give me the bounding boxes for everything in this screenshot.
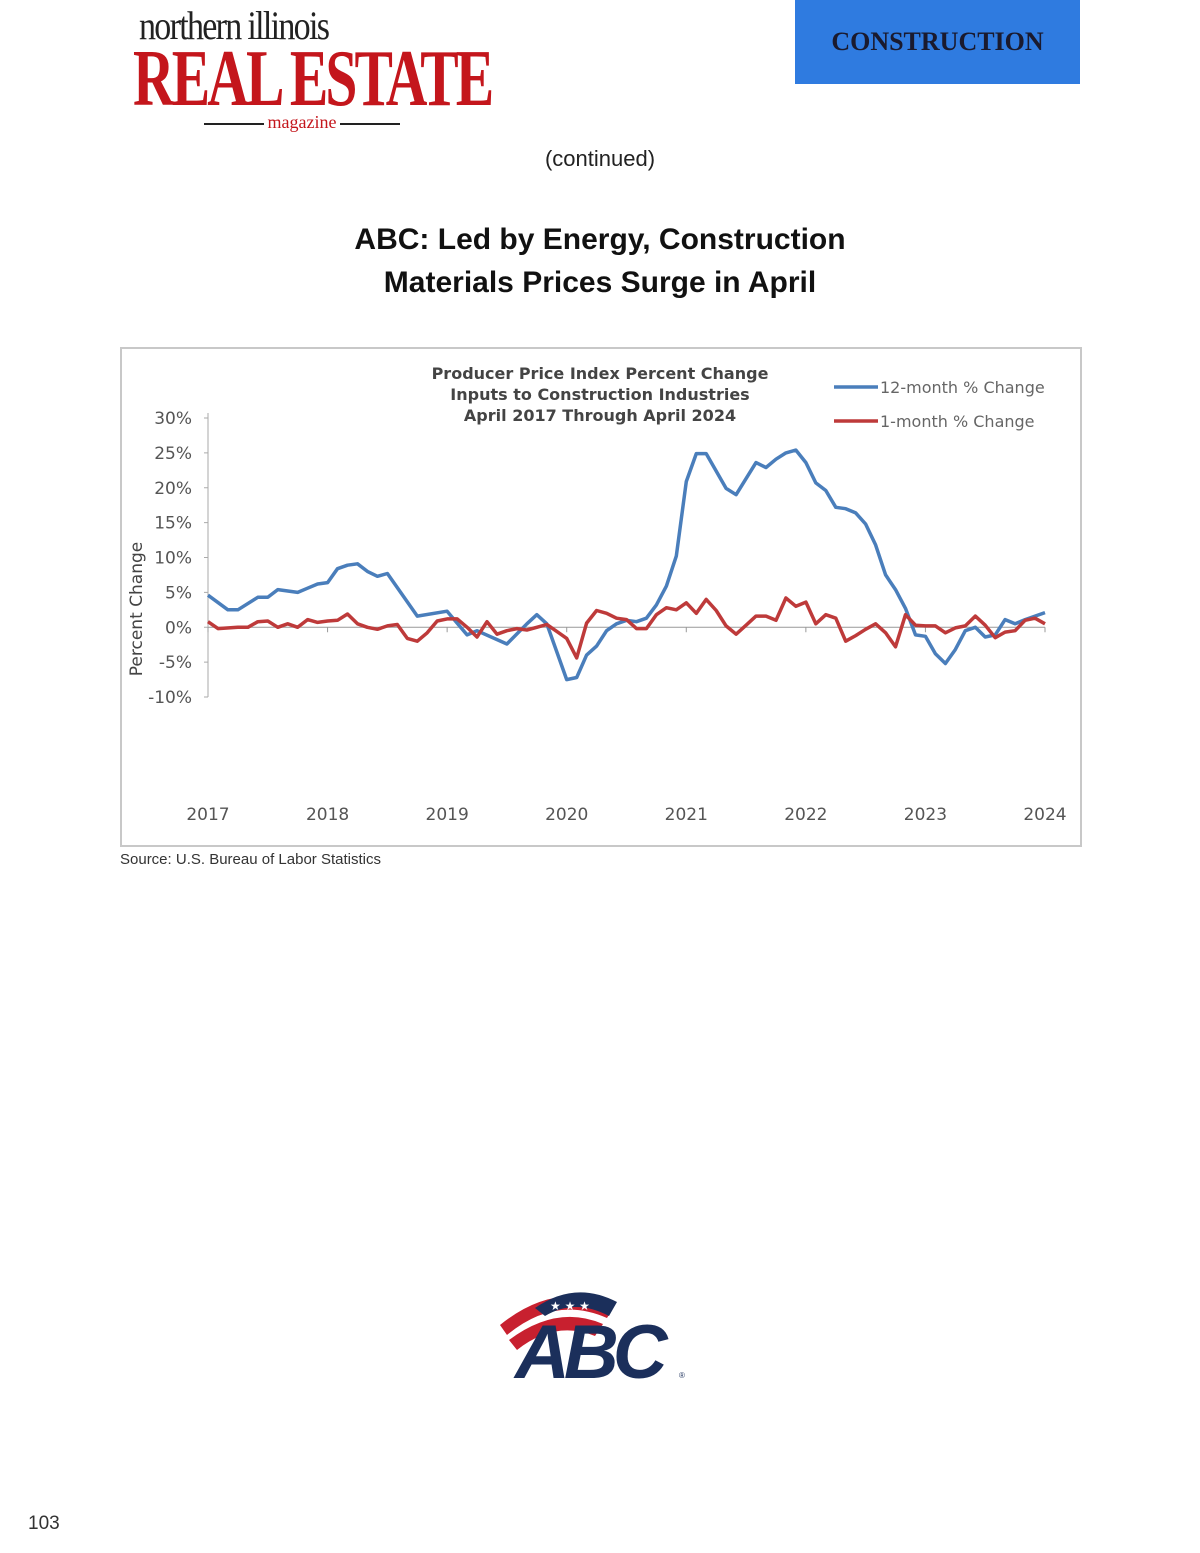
chart-title-line: Producer Price Index Percent Change (432, 364, 769, 383)
logo-line3: magazine (177, 112, 427, 132)
chart-title-line: April 2017 Through April 2024 (464, 406, 736, 425)
y-tick-label: 5% (165, 583, 192, 603)
y-tick-label: -5% (159, 653, 192, 673)
svg-text:ABC: ABC (513, 1310, 669, 1390)
x-tick-label: 2021 (665, 805, 708, 825)
continued-label: (continued) (544, 146, 656, 171)
section-banner: CONSTRUCTION (795, 0, 1080, 84)
abc-logo-graphic: ★ ★ ★ ABC ® (500, 1292, 685, 1395)
x-tick-label: 2022 (784, 805, 827, 825)
y-tick-label: 20% (154, 479, 192, 499)
chart-title-line: Inputs to Construction Industries (450, 385, 749, 404)
x-tick-label: 2017 (186, 805, 229, 825)
x-tick-label: 2020 (545, 805, 588, 825)
chart-source: Source: U.S. Bureau of Labor Statistics (120, 851, 381, 868)
magazine-logo: northern illinois REAL ESTATE magazine (133, 3, 494, 136)
title-line1: ABC: Led by Energy, Construction (354, 223, 846, 256)
y-tick-label: 25% (154, 444, 192, 464)
y-tick-label: -10% (148, 688, 192, 708)
y-tick-label: 10% (154, 549, 192, 569)
svg-text:®: ® (679, 1371, 685, 1380)
article-title: ABC: Led by Energy, Construction Materia… (0, 218, 1200, 304)
y-axis-label: Percent Change (127, 542, 147, 676)
series-line-12-month (206, 448, 1046, 682)
page-number: 103 (28, 1513, 60, 1534)
x-tick-label: 2024 (1023, 805, 1066, 825)
y-tick-label: 0% (165, 618, 192, 638)
x-tick-label: 2023 (904, 805, 947, 825)
x-tick-label: 2018 (306, 805, 349, 825)
x-tick-label: 2019 (426, 805, 469, 825)
title-line2: Materials Prices Surge in April (383, 266, 817, 299)
svg-text:★ ★ ★: ★ ★ ★ (550, 1299, 590, 1313)
chart-svg: 30% 25% 20% 15% 10% 5% 0% -5% -10% 2017 2018 2019 20… (127, 364, 1067, 825)
ppi-chart: 30% 25% 20% 15% 10% 5% 0% -5% -10% 2017 2018 2019 20… (120, 347, 1082, 847)
series-line-1-month (207, 596, 1046, 660)
logo-line1: northern illinois (139, 3, 330, 48)
legend-label: 12-month % Change (880, 378, 1045, 397)
logo-line2: REAL ESTATE (133, 35, 494, 123)
abc-logo: ★ ★ ★ ABC ® (495, 1280, 695, 1395)
y-tick-label: 15% (154, 514, 192, 534)
y-tick-label: 30% (154, 409, 192, 429)
legend-label: 1-month % Change (880, 412, 1035, 431)
